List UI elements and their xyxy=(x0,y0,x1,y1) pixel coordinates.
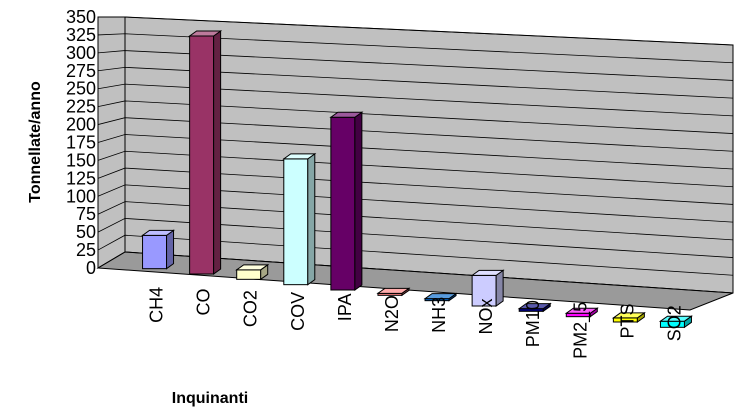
gridline xyxy=(97,234,734,276)
bar xyxy=(658,315,694,329)
y-tick-label: 125 xyxy=(66,168,96,188)
x-axis-title: Inquinanti xyxy=(172,390,248,407)
gridline xyxy=(97,218,734,258)
gridline xyxy=(97,150,734,188)
bar-top xyxy=(470,269,505,276)
bar-front xyxy=(189,35,215,275)
y-tick-label: 225 xyxy=(66,97,96,117)
bar-side xyxy=(307,152,316,286)
gridline xyxy=(97,134,734,170)
bar xyxy=(188,30,223,275)
bar-top xyxy=(611,312,646,319)
y-tick-label: 100 xyxy=(66,186,96,206)
gridline xyxy=(97,50,734,81)
bar xyxy=(517,302,552,313)
y-tick-label: 250 xyxy=(66,79,96,99)
gridline xyxy=(97,251,734,294)
plot-area xyxy=(96,16,734,311)
bar-top xyxy=(282,153,317,160)
y-tick-label: 50 xyxy=(76,222,96,242)
y-tick-label: 350 xyxy=(66,7,96,27)
y-tick-label: 150 xyxy=(66,150,96,170)
x-tick-label: CO xyxy=(194,289,214,316)
y-tick-label: 325 xyxy=(66,25,96,45)
bar-front xyxy=(142,234,168,270)
bar-side xyxy=(213,30,222,275)
y-tick-label: 275 xyxy=(66,61,96,81)
x-tick-label: N2O xyxy=(382,295,402,332)
gridline xyxy=(97,33,734,64)
bar xyxy=(423,292,458,302)
gridline xyxy=(97,117,734,152)
x-tick-label: PM10 xyxy=(523,300,543,347)
bar-front xyxy=(236,269,262,280)
gridline xyxy=(97,100,734,134)
x-tick-label: NH3 xyxy=(429,297,449,333)
y-tick-label: 175 xyxy=(66,133,96,153)
bar xyxy=(564,307,599,318)
gridline xyxy=(97,83,734,117)
bar-top xyxy=(235,264,270,271)
y-tick-label: 25 xyxy=(76,240,96,260)
bar xyxy=(140,229,176,270)
bar-top xyxy=(658,315,694,322)
bar-front xyxy=(330,116,356,291)
x-tick-label: NOx xyxy=(476,299,496,335)
x-tick-label: CO2 xyxy=(241,290,261,327)
bar-side xyxy=(354,111,363,291)
bars xyxy=(140,30,694,329)
bar-top xyxy=(517,303,552,310)
bar xyxy=(329,111,364,291)
bar xyxy=(470,269,505,307)
gridline xyxy=(98,16,734,46)
bar-top xyxy=(188,30,223,37)
bar-side xyxy=(166,229,175,270)
gridline xyxy=(97,66,734,99)
x-tick-label: IPA xyxy=(335,294,355,322)
bar xyxy=(376,287,411,297)
y-tick-label: 300 xyxy=(66,43,96,63)
bar xyxy=(611,311,646,323)
y-tick-label: 75 xyxy=(76,204,96,224)
bar-top xyxy=(140,229,176,236)
bar-top xyxy=(423,293,458,300)
bar-front xyxy=(283,158,309,286)
x-axis-tick-labels: CH4 CO CO2 COV IPA N2O NH3 NOx PM10 PM2_5 PTS SO2 xyxy=(147,287,685,359)
bar-top xyxy=(564,307,599,314)
y-tick-label: 0 xyxy=(86,258,96,278)
gridline xyxy=(97,201,734,241)
x-tick-label: PM2_5 xyxy=(570,302,591,359)
bar xyxy=(235,263,270,281)
bar-top xyxy=(329,111,364,118)
gridline xyxy=(97,167,734,205)
bar-side xyxy=(495,269,504,307)
x-tick-label: COV xyxy=(288,292,308,331)
bar-top xyxy=(376,287,411,294)
bar xyxy=(282,152,317,286)
gridline xyxy=(97,184,734,223)
y-axis-title: Tonnellate/anno xyxy=(27,81,44,203)
x-tick-label: PTS xyxy=(617,304,637,339)
y-tick-label: 200 xyxy=(66,115,96,135)
x-tick-label: SO2 xyxy=(664,305,684,341)
bar-front xyxy=(471,274,497,307)
x-tick-label: CH4 xyxy=(147,287,167,323)
